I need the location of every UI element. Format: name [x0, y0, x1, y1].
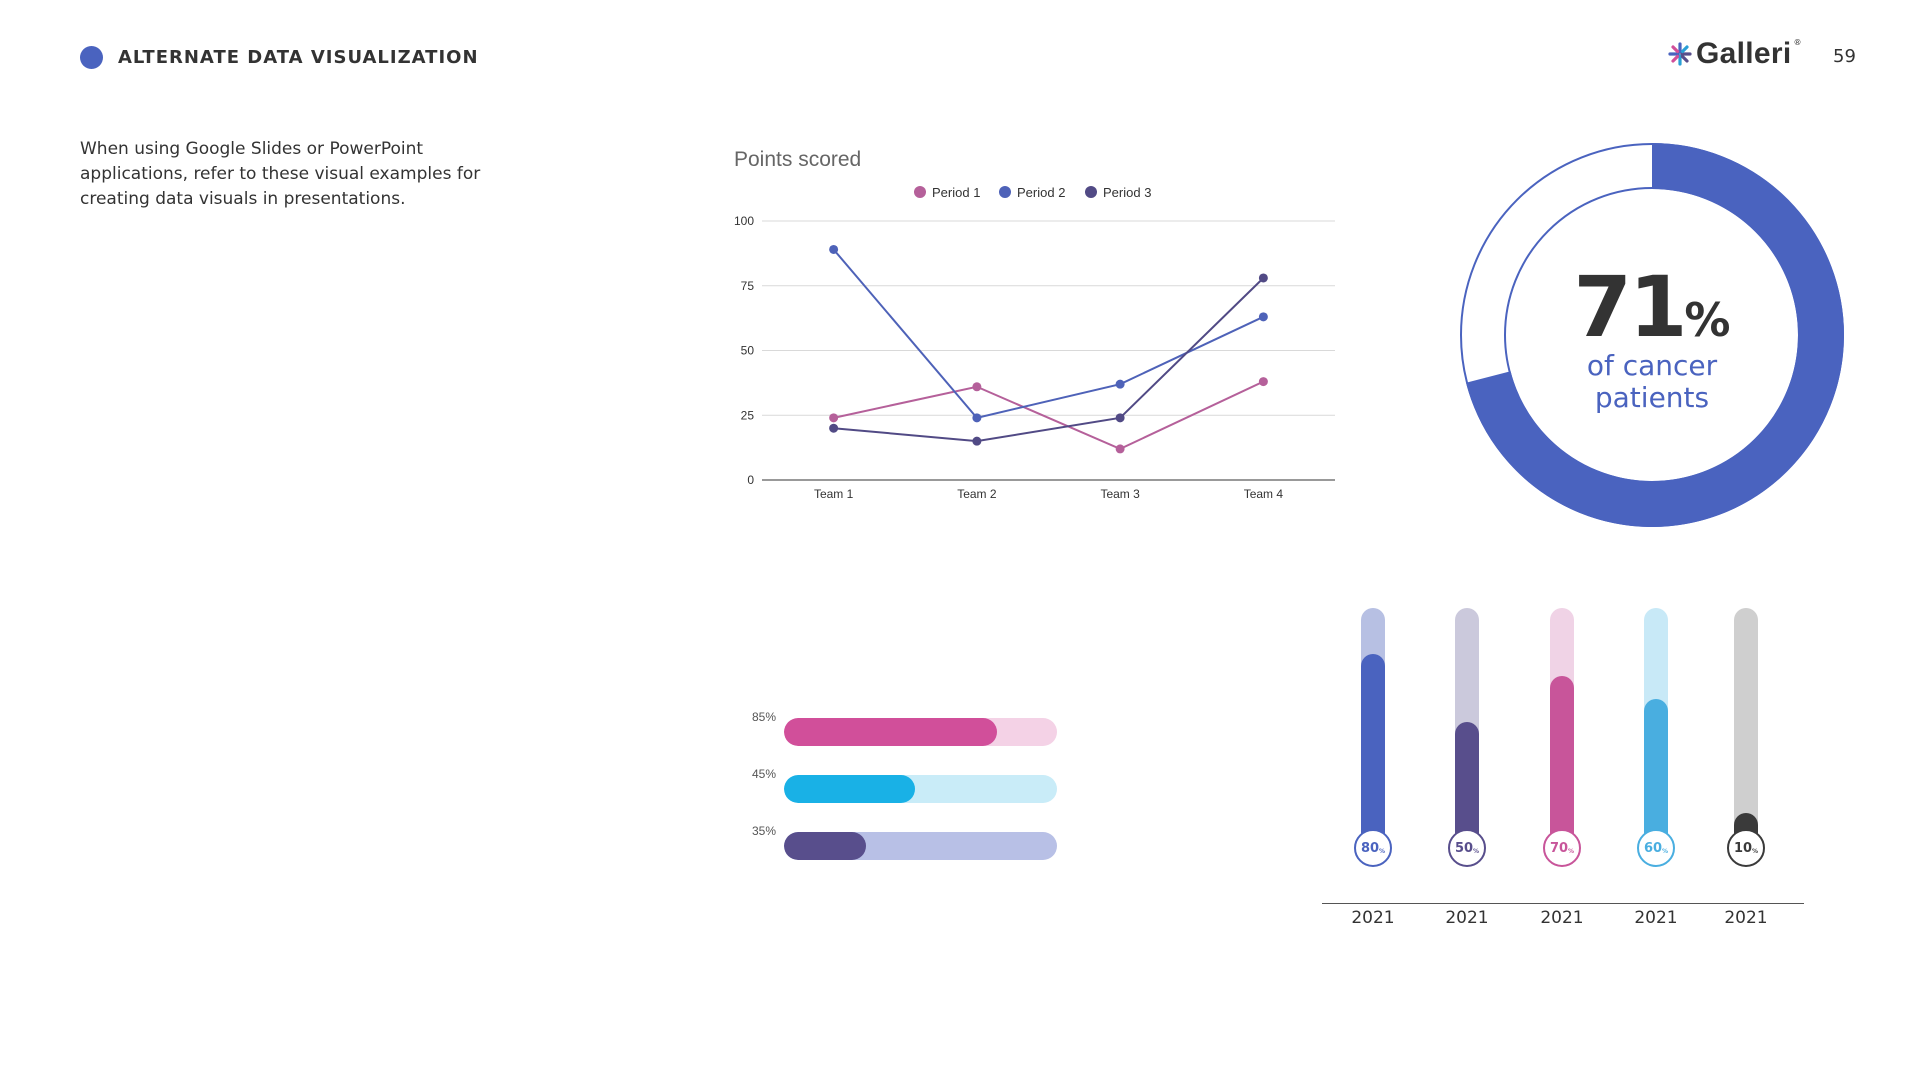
- data-point: [1258, 273, 1268, 283]
- vbar-category-label: 2021: [1634, 908, 1678, 928]
- vbar-fill: [1550, 676, 1574, 856]
- x-tick-label: Team 2: [957, 487, 997, 501]
- section-bullet-icon: [80, 46, 103, 69]
- vbar-category-label: 2021: [1540, 908, 1584, 928]
- intro-text: When using Google Slides or PowerPoint a…: [80, 139, 481, 209]
- vbar-value-badge: 50%: [1448, 829, 1486, 867]
- data-point: [1258, 377, 1268, 387]
- section-title: ALTERNATE DATA VISUALIZATION: [118, 47, 479, 68]
- donut-percent-symbol: %: [1684, 293, 1731, 347]
- vbar-track: [1361, 608, 1385, 856]
- page-number: 59: [1833, 46, 1856, 67]
- legend-swatch: [914, 186, 926, 198]
- galleri-logo: Galleri ®: [1668, 36, 1801, 72]
- legend-label: Period 1: [932, 185, 980, 200]
- series-line-1: [833, 380, 1264, 451]
- x-tick-label: Team 1: [814, 487, 854, 501]
- data-point: [1115, 379, 1125, 389]
- legend-swatch: [999, 186, 1011, 198]
- vbar-percent-symbol: %: [1752, 847, 1759, 855]
- data-point: [1258, 312, 1268, 322]
- vbar-track: [1455, 608, 1479, 856]
- hbar-fill: [784, 832, 866, 860]
- hbar-track: [784, 832, 1057, 860]
- vbar-value-badge: 60%: [1637, 829, 1675, 867]
- logo-text: Galleri: [1696, 37, 1792, 70]
- hbar-track: [784, 775, 1057, 803]
- x-tick-label: Team 3: [1100, 487, 1140, 501]
- data-point: [1115, 413, 1125, 423]
- vbar-value-label: 10: [1733, 840, 1753, 856]
- donut-label-line2: patients: [1594, 381, 1710, 414]
- vbar-track: [1734, 608, 1758, 856]
- donut-percentage: 71%: [1542, 258, 1762, 356]
- hbar-label: 45%: [751, 767, 776, 781]
- vbar-value-badge: 70%: [1543, 829, 1581, 867]
- vbar-percent-symbol: %: [1473, 847, 1480, 855]
- vbar-value-label: 60: [1643, 840, 1663, 856]
- donut-value: 71: [1573, 258, 1688, 356]
- legend-label: Period 2: [1017, 185, 1065, 200]
- vbar-percent-symbol: %: [1662, 847, 1669, 855]
- vertical-chart-baseline: [1322, 903, 1804, 904]
- vbar-track: [1644, 608, 1668, 856]
- vbar-value-badge: 80%: [1354, 829, 1392, 867]
- legend-swatch: [1085, 186, 1097, 198]
- x-tick-label: Team 4: [1244, 487, 1284, 501]
- series-line-2: [832, 248, 1264, 419]
- data-point: [829, 423, 839, 433]
- y-tick-label: 25: [741, 408, 755, 422]
- vbar-percent-symbol: %: [1568, 847, 1575, 855]
- logo-registered-mark: ®: [1793, 38, 1802, 47]
- line-chart-title: Points scored: [734, 148, 862, 171]
- donut-label: of cancer patients: [1542, 350, 1762, 414]
- series-line-3: [833, 277, 1265, 443]
- legend-label: Period 3: [1103, 185, 1151, 200]
- data-point: [829, 244, 839, 254]
- vbar-track: [1550, 608, 1574, 856]
- vbar-category-label: 2021: [1351, 908, 1395, 928]
- vbar-category-label: 2021: [1445, 908, 1489, 928]
- hbar-track: [784, 718, 1057, 746]
- data-point: [829, 413, 839, 423]
- vbar-value-label: 80: [1360, 840, 1380, 856]
- vbar-value-label: 50: [1454, 840, 1474, 856]
- hbar-label: 35%: [751, 824, 776, 838]
- data-point: [972, 436, 982, 446]
- y-tick-label: 50: [741, 344, 755, 358]
- vbar-fill: [1361, 653, 1385, 856]
- vbar-value-label: 70: [1549, 840, 1569, 856]
- y-tick-label: 0: [747, 473, 754, 487]
- data-point: [972, 413, 982, 423]
- galleri-sparkle-icon: [1668, 42, 1692, 66]
- data-point: [1115, 444, 1125, 454]
- vbar-category-label: 2021: [1724, 908, 1768, 928]
- y-tick-label: 75: [741, 279, 755, 293]
- data-point: [972, 382, 982, 392]
- hbar-fill: [784, 775, 916, 803]
- donut-label-line1: of cancer: [1586, 349, 1718, 382]
- vbar-value-badge: 10%: [1727, 829, 1765, 867]
- hbar-fill: [784, 718, 997, 746]
- vbar-percent-symbol: %: [1379, 847, 1386, 855]
- hbar-label: 85%: [751, 710, 776, 724]
- y-tick-label: 100: [734, 214, 754, 228]
